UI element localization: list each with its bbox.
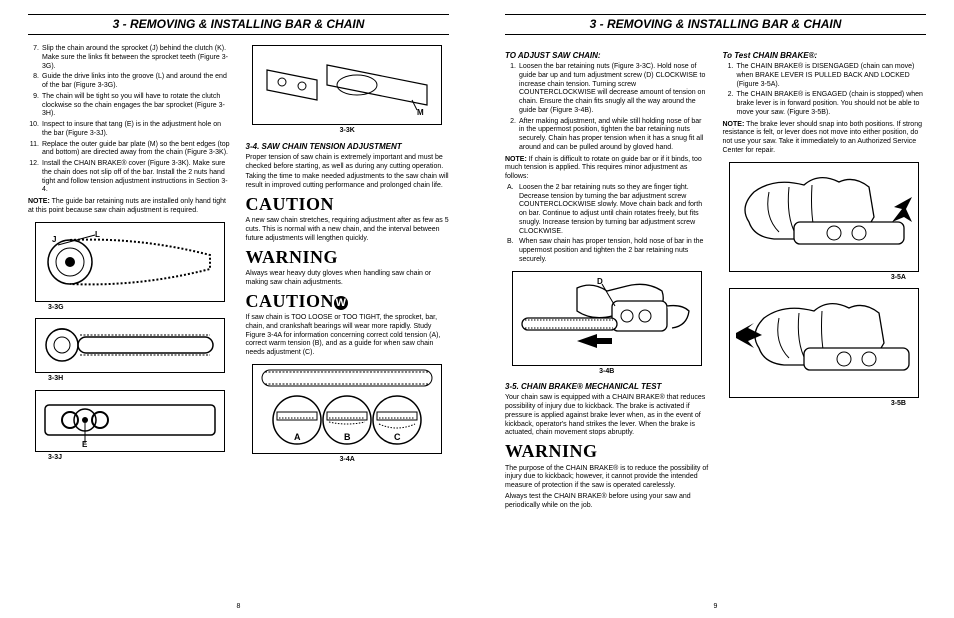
note: NOTE: The guide bar retaining nuts are i… xyxy=(28,198,232,216)
fig-label: 3-3J xyxy=(28,454,232,463)
caution-heading: CAUTIONW xyxy=(246,290,450,313)
note: NOTE: If chain is difficult to rotate on… xyxy=(505,156,709,182)
fig-label: 3-3G xyxy=(28,304,232,313)
page-number: 8 xyxy=(237,603,241,612)
svg-text:L: L xyxy=(95,230,100,239)
svg-text:A: A xyxy=(294,432,301,442)
left-col-2: M 3-3K 3-4. SAW CHAIN TENSION ADJUSTMENT… xyxy=(246,45,450,471)
svg-text:D: D xyxy=(597,277,603,286)
figure-3-4b: D xyxy=(512,271,702,366)
caution-heading: CAUTION xyxy=(246,193,450,216)
step-list: 7.Slip the chain around the sprocket (J)… xyxy=(28,45,232,195)
right-col-1: TO ADJUST SAW CHAIN: 1.Loosen the bar re… xyxy=(505,45,709,512)
sub-list: A.Loosen the 2 bar retaining nuts so the… xyxy=(505,184,709,265)
figure-3-5b xyxy=(729,288,919,398)
fig-label: 3-4B xyxy=(505,368,709,377)
figure-3-3j: E xyxy=(35,390,225,452)
svg-text:C: C xyxy=(394,432,401,442)
fig-label: 3-3H xyxy=(28,375,232,384)
page-title: 3 - REMOVING & INSTALLING BAR & CHAIN xyxy=(28,14,449,35)
section-heading: 3-4. SAW CHAIN TENSION ADJUSTMENT xyxy=(246,142,450,152)
step-list: 1.Loosen the bar retaining nuts (Figure … xyxy=(505,63,709,153)
figure-3-3g: L J xyxy=(35,222,225,302)
warning-heading: WARNING xyxy=(246,246,450,269)
body-text: A new saw chain stretches, requiring adj… xyxy=(246,217,450,243)
warning-icon: W xyxy=(334,296,348,310)
figure-3-5a xyxy=(729,162,919,272)
page-spread: 3 - REMOVING & INSTALLING BAR & CHAIN 7.… xyxy=(0,0,954,618)
body-text: Proper tension of saw chain is extremely… xyxy=(246,154,450,172)
body-text: Taking the time to make needed adjustmen… xyxy=(246,173,450,191)
body-text: The purpose of the CHAIN BRAKE® is to re… xyxy=(505,465,709,491)
body-text: If saw chain is TOO LOOSE or TOO TIGHT, … xyxy=(246,314,450,358)
figure-3-4a: A B C xyxy=(252,364,442,454)
section-heading: 3-5. CHAIN BRAKE® MECHANICAL TEST xyxy=(505,382,709,392)
page-number: 9 xyxy=(714,603,718,612)
fig-label: 3-5A xyxy=(723,274,927,283)
figure-3-3k: M xyxy=(252,45,442,125)
fig-label: 3-3K xyxy=(246,127,450,136)
left-col-1: 7.Slip the chain around the sprocket (J)… xyxy=(28,45,232,471)
page-right: 3 - REMOVING & INSTALLING BAR & CHAIN TO… xyxy=(477,0,954,618)
fig-label: 3-5B xyxy=(723,400,927,409)
step-list: 1.The CHAIN BRAKE® is DISENGAGED (chain … xyxy=(723,63,927,118)
svg-text:M: M xyxy=(417,108,424,117)
section-heading: To Test CHAIN BRAKE®: xyxy=(723,51,927,61)
page-left: 3 - REMOVING & INSTALLING BAR & CHAIN 7.… xyxy=(0,0,477,618)
note: NOTE: The brake lever should snap into b… xyxy=(723,121,927,156)
body-text: Always test the CHAIN BRAKE® before usin… xyxy=(505,493,709,511)
section-heading: TO ADJUST SAW CHAIN: xyxy=(505,51,709,61)
svg-text:B: B xyxy=(344,432,351,442)
svg-text:J: J xyxy=(52,235,56,244)
fig-label: 3-4A xyxy=(246,456,450,465)
svg-text:E: E xyxy=(82,440,88,447)
body-text: Always wear heavy duty gloves when handl… xyxy=(246,270,450,288)
page-title: 3 - REMOVING & INSTALLING BAR & CHAIN xyxy=(505,14,926,35)
right-col-2: To Test CHAIN BRAKE®: 1.The CHAIN BRAKE®… xyxy=(723,45,927,512)
figure-3-3h xyxy=(35,318,225,373)
warning-heading: WARNING xyxy=(505,440,709,463)
body-text: Your chain saw is equipped with a CHAIN … xyxy=(505,394,709,438)
